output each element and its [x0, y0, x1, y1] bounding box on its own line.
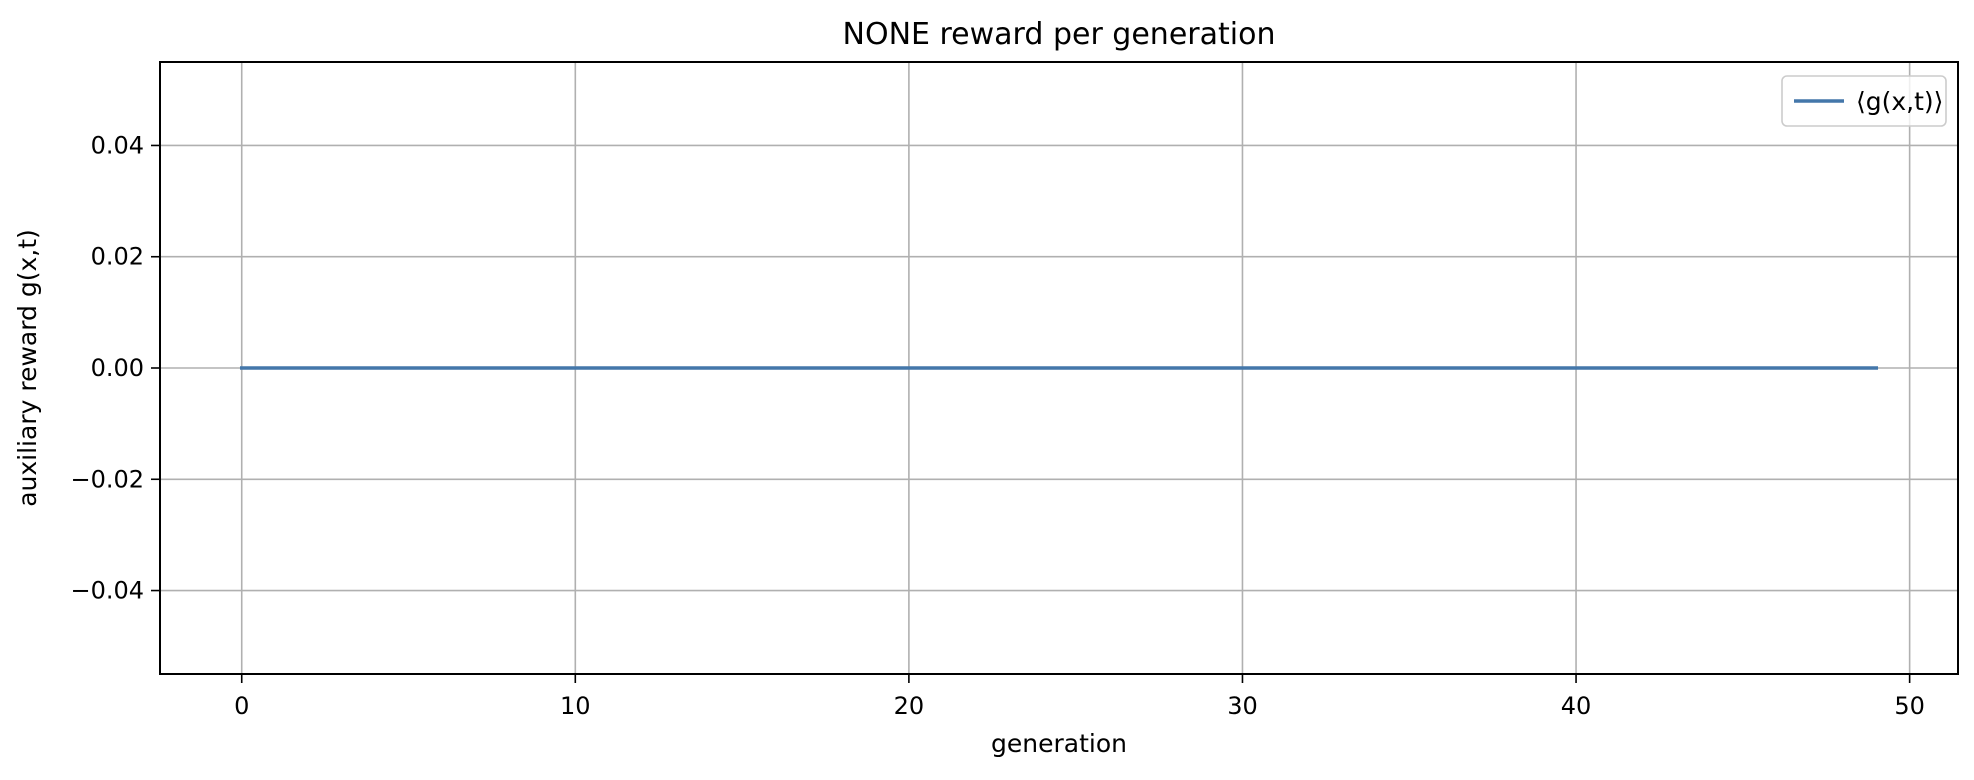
legend-box: [1781, 75, 1947, 127]
x-tick-label: 30: [1227, 692, 1258, 720]
legend-label: ⟨g(x,t)⟩: [1856, 87, 1943, 116]
y-tick-label: −0.04: [70, 577, 144, 605]
tick-layer: 0 10 20 30 40 50 −0.04 −0.02 0.00 0.02 0.04: [70, 131, 1924, 720]
x-tick-label: 50: [1894, 692, 1925, 720]
x-tick-label: 20: [894, 692, 925, 720]
x-tick-label: 0: [234, 692, 249, 720]
y-tick-label: 0.00: [91, 354, 144, 382]
legend: ⟨g(x,t)⟩: [1781, 75, 1947, 127]
x-tick-label: 40: [1561, 692, 1592, 720]
x-axis-title: generation: [991, 729, 1127, 758]
x-tick-label: 10: [560, 692, 591, 720]
y-tick-label: −0.02: [70, 465, 144, 493]
chart-title: NONE reward per generation: [843, 17, 1276, 52]
y-tick-label: 0.02: [91, 243, 144, 271]
y-tick-label: 0.04: [91, 131, 144, 159]
y-axis-title: auxiliary reward g(x,t): [13, 229, 42, 507]
